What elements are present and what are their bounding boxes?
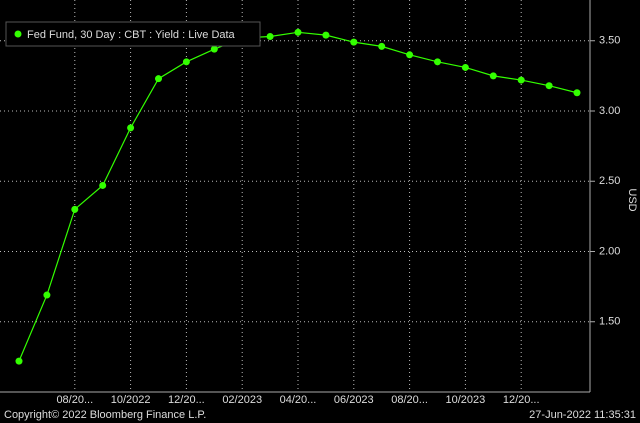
y-axis-label: USD <box>626 188 638 211</box>
x-tick-label: 04/20... <box>280 394 317 406</box>
y-tick-label: 2.50 <box>599 175 620 187</box>
x-tick-label: 12/20... <box>503 394 540 406</box>
x-tick-label: 08/20... <box>56 394 93 406</box>
point <box>378 42 386 50</box>
legend-marker <box>14 30 22 38</box>
legend-box <box>5 21 261 47</box>
point <box>71 205 79 213</box>
point <box>406 51 414 59</box>
x-tick-label: 10/2023 <box>446 394 486 406</box>
point <box>461 63 469 71</box>
point <box>155 75 162 83</box>
point <box>545 82 553 90</box>
y-tick-label: 3.00 <box>599 105 620 117</box>
point <box>99 181 107 189</box>
point <box>266 33 274 41</box>
point <box>489 72 497 80</box>
point <box>322 31 330 39</box>
footer-right: 27-Jun-2022 11:35:31 <box>529 409 636 421</box>
point <box>210 45 218 53</box>
y-tick-label: 1.50 <box>599 316 620 328</box>
point <box>182 58 190 66</box>
x-tick-label: 02/2023 <box>222 394 262 406</box>
footer-left: Copyright© 2022 Bloomberg Finance L.P. <box>4 409 206 421</box>
point <box>127 124 135 132</box>
point <box>517 76 525 84</box>
point <box>15 357 23 365</box>
x-tick-label: 06/2023 <box>334 394 374 406</box>
point <box>43 291 51 299</box>
point <box>573 89 581 97</box>
point <box>294 28 302 36</box>
y-tick-label: 3.50 <box>599 35 620 47</box>
point <box>434 58 441 66</box>
y-tick-label: 2.00 <box>599 245 620 257</box>
x-tick-label: 10/2022 <box>111 394 151 406</box>
x-tick-label: 12/20... <box>168 394 205 406</box>
x-tick-label: 08/20... <box>391 394 428 406</box>
point <box>350 38 358 46</box>
legend-label: Fed Fund, 30 Day : CBT : Yield : Live Da… <box>27 29 236 41</box>
